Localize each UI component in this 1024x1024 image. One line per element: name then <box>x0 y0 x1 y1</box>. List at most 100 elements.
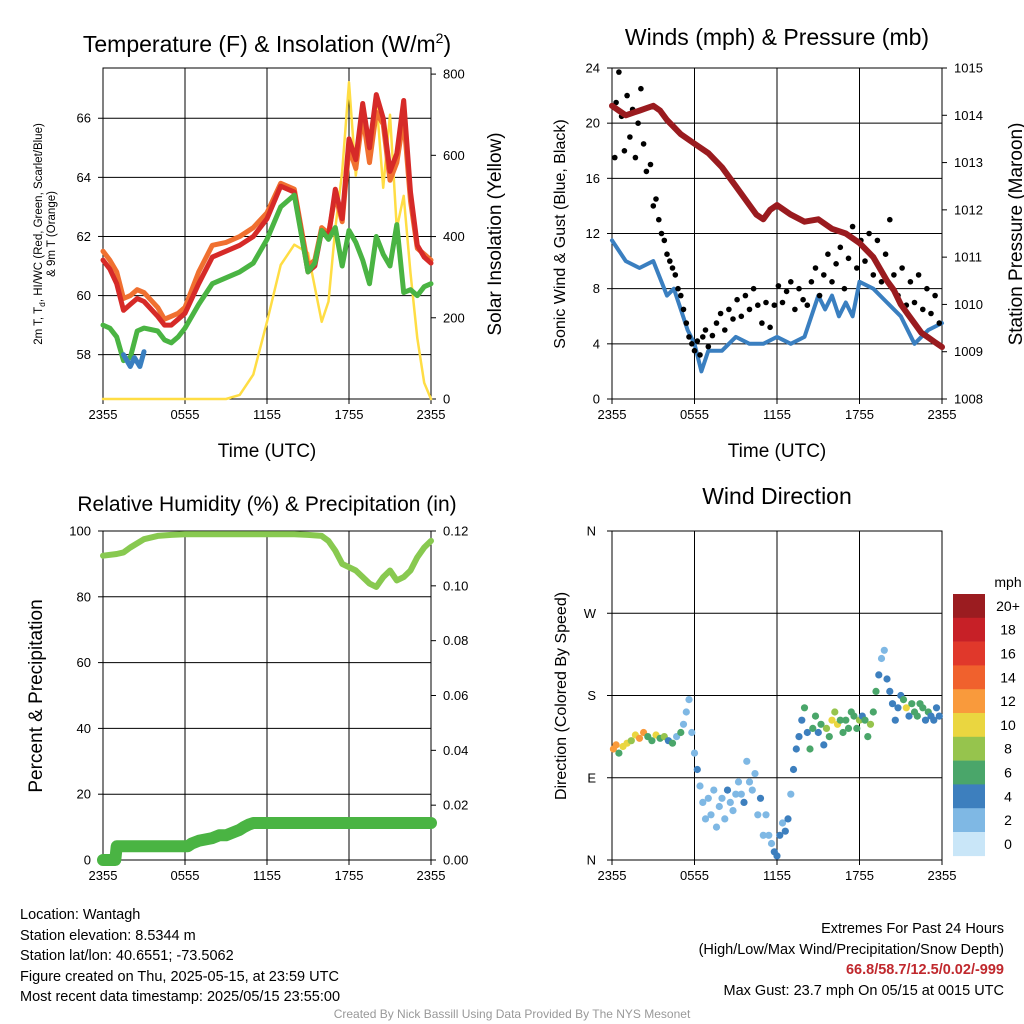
gust-point <box>783 288 790 295</box>
gust-point <box>730 316 736 322</box>
direction-point <box>913 712 921 720</box>
y-axis-label-part: & 9m T (Orange) <box>46 191 58 277</box>
gust-point <box>837 244 844 251</box>
chart-title: Wind Direction <box>702 483 852 509</box>
y-tick-label: 60 <box>77 288 91 303</box>
gust-point <box>697 352 703 358</box>
direction-point <box>850 712 858 720</box>
direction-point <box>701 815 710 823</box>
y2-tick-label: 200 <box>443 310 465 325</box>
colorbar-swatch <box>953 784 985 809</box>
station-latlon: Station lat/lon: 40.6551; -73.5062 <box>20 948 234 964</box>
y-axis-label: Sonic Wind & Gust (Blue, Black) <box>552 119 569 348</box>
x-tick-label: 1155 <box>253 407 281 422</box>
x-tick-label: 2355 <box>89 407 118 422</box>
gust-point <box>624 92 630 99</box>
direction-point <box>792 745 800 753</box>
gust-point <box>742 292 749 299</box>
y-tick-label: 40 <box>77 721 91 736</box>
y-axis-label: Percent & Precipitation <box>26 599 47 792</box>
gust-point <box>638 85 644 92</box>
y-tick-label: 60 <box>77 655 91 670</box>
gust-point <box>866 230 872 237</box>
direction-point <box>688 728 696 737</box>
gust-point <box>750 285 757 292</box>
x-axis-label: Time (UTC) <box>728 441 827 462</box>
direction-point <box>729 807 737 815</box>
gust-point <box>713 320 720 326</box>
direction-point <box>828 716 836 724</box>
direction-point <box>798 716 806 724</box>
direction-point <box>869 708 877 716</box>
direction-point <box>723 786 732 794</box>
direction-point <box>715 802 723 811</box>
gust-point <box>635 120 641 126</box>
gust-point <box>669 265 676 271</box>
y-axis-label-part: 2m T, T <box>33 307 45 345</box>
gust-point <box>775 283 782 289</box>
gust-point <box>686 334 692 340</box>
gust-point <box>767 324 773 331</box>
direction-point <box>908 700 916 708</box>
y-axis-label: 2m T, Td, HI/WC (Red, Green, Scarlet/Blu… <box>33 123 58 345</box>
direction-point <box>690 749 699 757</box>
y2-tick-label: 1010 <box>954 297 983 312</box>
gust-point <box>928 310 934 317</box>
direction-point <box>888 700 897 708</box>
y-tick-label: 100 <box>69 524 91 539</box>
colorbar-swatch <box>953 665 985 690</box>
gust-point <box>621 148 628 154</box>
x-tick-label: 2355 <box>417 407 446 422</box>
gust-point <box>796 285 802 292</box>
direction-tick-label: N <box>587 853 596 868</box>
gust-point <box>643 168 650 175</box>
x-tick-label: 1755 <box>335 407 364 422</box>
gust-point <box>800 296 806 303</box>
gust-point <box>656 216 662 223</box>
figure-created: Figure created on Thu, 2025-05-15, at 23… <box>20 968 339 985</box>
direction-point <box>877 654 886 663</box>
direction-point <box>844 724 853 733</box>
x-tick-label: 1155 <box>763 407 791 422</box>
y2-tick-label: 0 <box>443 392 450 407</box>
direction-point <box>811 712 820 720</box>
colorbar-label: 4 <box>1004 788 1012 804</box>
colorbar-label: 8 <box>1004 741 1012 757</box>
chart-title: Winds (mph) & Pressure (mb) <box>625 24 929 50</box>
latest-timestamp: Most recent data timestamp: 2025/05/15 2… <box>20 989 341 1005</box>
y2-tick-label: 0.06 <box>443 688 468 703</box>
direction-point <box>866 720 875 728</box>
series-line <box>121 349 147 369</box>
colorbar-swatch <box>953 808 985 833</box>
y2-tick-label: 0.04 <box>443 743 468 758</box>
direction-point <box>756 794 765 802</box>
direction-point <box>773 852 781 860</box>
direction-point <box>635 734 644 742</box>
extremes-values: 66.8/58.7/12.5/0.02/-999 <box>845 962 1004 978</box>
station-elevation: Station elevation: 8.5344 m <box>20 927 196 944</box>
direction-point <box>682 708 690 716</box>
gust-point <box>680 306 687 313</box>
gust-point <box>627 134 633 140</box>
wind-line <box>610 238 944 374</box>
direction-point <box>615 749 623 757</box>
direction-point <box>627 737 635 745</box>
colorbar-label: 14 <box>1000 669 1016 685</box>
series-line <box>100 92 434 328</box>
gust-point <box>675 285 681 292</box>
series-line <box>101 80 433 401</box>
gust-point <box>854 265 860 271</box>
colorbar-swatch <box>953 689 985 714</box>
direction-point <box>831 708 839 716</box>
direction-point <box>612 741 620 749</box>
direction-point <box>872 687 880 696</box>
gust-point <box>672 272 679 278</box>
x-tick-label: 1755 <box>845 868 874 883</box>
gust-point <box>887 216 893 223</box>
direction-point <box>809 724 817 733</box>
gust-point <box>845 255 852 262</box>
y2-tick-label: 1015 <box>954 61 983 76</box>
direction-point <box>861 716 869 724</box>
y-tick-label: 8 <box>593 281 600 296</box>
y-tick-label: 80 <box>77 589 91 604</box>
